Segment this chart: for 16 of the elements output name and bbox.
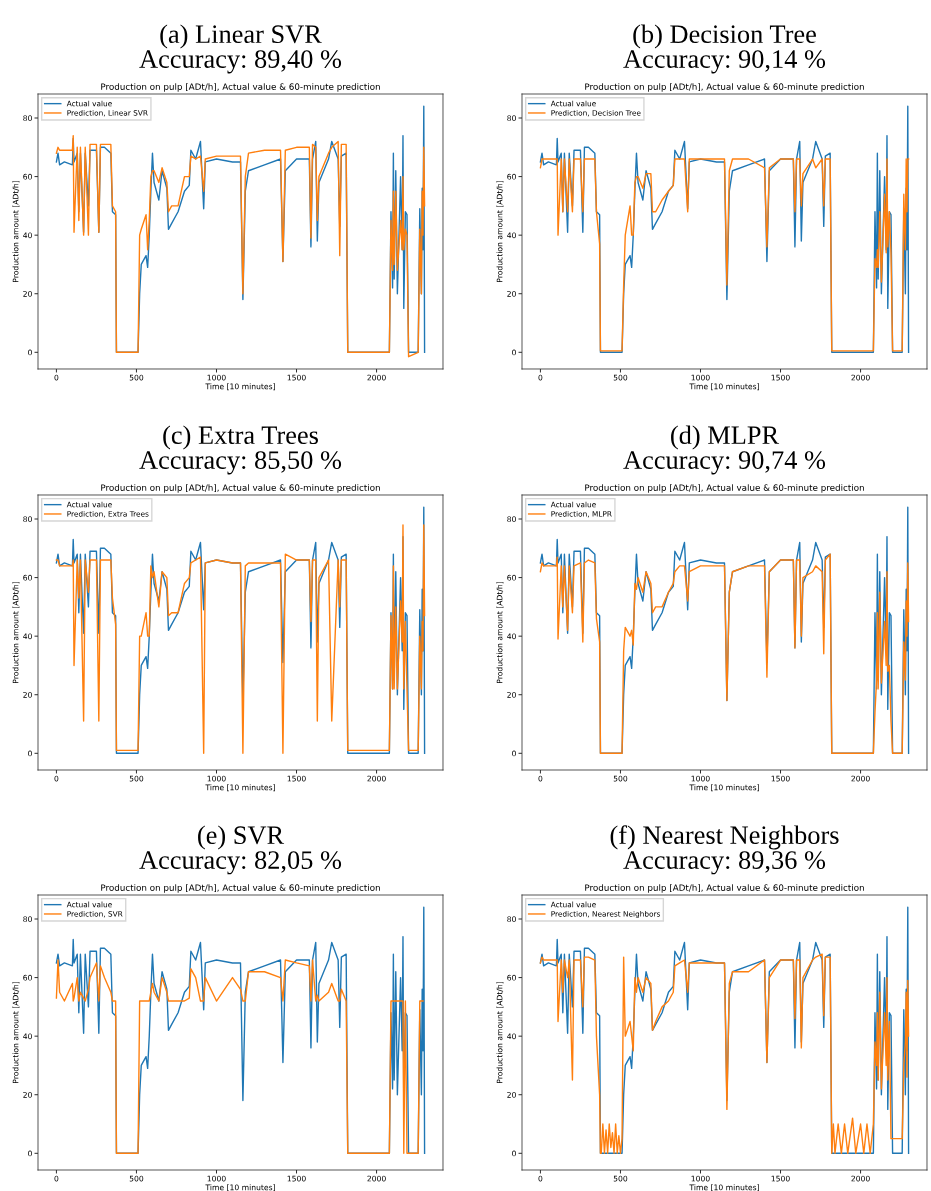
chart-title: (b) Decision Tree Accuracy: 90,14 % <box>623 24 826 74</box>
chart-title: (a) Linear SVR Accuracy: 89,40 % <box>139 24 342 74</box>
line-series <box>539 158 910 352</box>
chart-subtitle: Production on pulp [ADt/h], Actual value & 60-minute prediction <box>585 83 864 92</box>
line-series <box>539 553 910 755</box>
chart-title: (e) SVR Accuracy: 82,05 % <box>139 825 342 875</box>
chart-title: (d) MLPR Accuracy: 90,74 % <box>623 425 826 475</box>
chart-title: (c) Extra Trees Accuracy: 85,50 % <box>139 425 342 475</box>
chart-subtitle: Production on pulp [ADt/h], Actual value & 60-minute prediction <box>101 83 380 92</box>
chart-title: (f) Nearest Neighbors Accuracy: 89,36 % <box>610 825 839 875</box>
line-series <box>55 959 424 1155</box>
chart-subtitle: Production on pulp [ADt/h], Actual value & 60-minute prediction <box>585 884 864 893</box>
chart-subtitle: Production on pulp [ADt/h], Actual value & 60-minute prediction <box>585 484 864 493</box>
chart-subtitle: Production on pulp [ADt/h], Actual value & 60-minute prediction <box>101 884 380 893</box>
chart-subtitle: Production on pulp [ADt/h], Actual value & 60-minute prediction <box>101 484 380 493</box>
line-series <box>539 953 910 1155</box>
